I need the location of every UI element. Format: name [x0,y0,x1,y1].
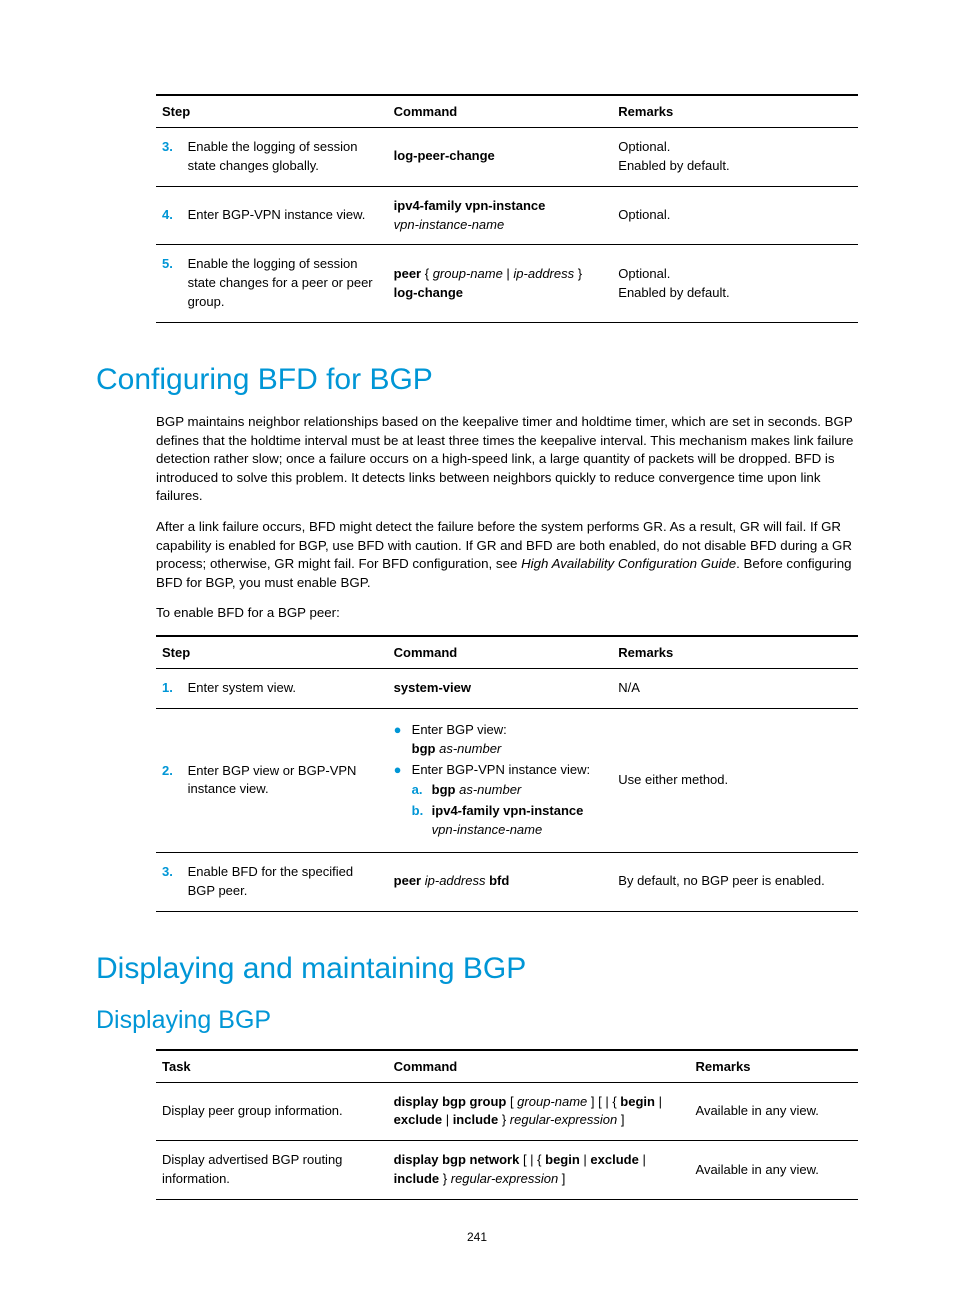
cmd-arg: ip-address [513,266,574,281]
th-command: Command [388,95,613,128]
step-num: 3. [162,863,184,882]
table1-wrap: Step Command Remarks 3. Enable the loggi… [156,94,858,323]
th-command: Command [388,636,613,669]
remark: N/A [612,669,858,709]
heading-displaying-maintaining: Displaying and maintaining BGP [96,952,858,986]
th-remarks: Remarks [612,95,858,128]
cmd: exclude [394,1112,442,1127]
step-text: Enable BFD for the specified BGP peer. [188,863,380,901]
cmd: peer [394,266,421,281]
remark: Available in any view. [690,1082,858,1141]
table3: Task Command Remarks Display peer group … [156,1049,858,1200]
th-task: Task [156,1050,388,1083]
step-text: Enter BGP view or BGP-VPN instance view. [188,762,380,800]
cmd: bgp [412,741,436,756]
cmd: system-view [394,680,471,695]
paragraph: After a link failure occurs, BFD might d… [156,518,858,592]
th-remarks: Remarks [690,1050,858,1083]
text-italic: High Availability Configuration Guide [521,556,736,571]
table-row: 4. Enter BGP-VPN instance view. ipv4-fam… [156,186,858,245]
th-remarks: Remarks [612,636,858,669]
cmd-arg: vpn-instance-name [394,217,505,232]
sub-item: b. ipv4-family vpn-instance vpn-instance… [412,802,607,840]
cmd-arg: regular-expression [451,1171,558,1186]
cmd-arg: as-number [439,741,501,756]
cmd: begin [620,1094,655,1109]
bullet-icon: ● [394,721,412,740]
cmd: ipv4-family vpn-instance [394,198,546,213]
table-row: 3. Enable the logging of session state c… [156,128,858,187]
task-text: Display peer group information. [156,1082,388,1141]
task-text: Display advertised BGP routing informati… [156,1141,388,1200]
cmd: display bgp network [394,1152,520,1167]
cmd: begin [545,1152,580,1167]
bullet: ● Enter BGP-VPN instance view: [394,761,607,780]
sub-item: a. bgp as-number [412,781,607,800]
sub-letter: b. [412,802,432,821]
cmd: bfd [489,873,509,888]
cmd: peer [394,873,421,888]
step-text: Enable the logging of session state chan… [188,255,380,312]
step-num: 5. [162,255,184,274]
step-num: 3. [162,138,184,157]
remark: Use either method. [612,708,858,852]
page-content: Step Command Remarks 3. Enable the loggi… [0,0,954,1284]
table-row: 3. Enable BFD for the specified BGP peer… [156,852,858,911]
cmd-arg: group-name [517,1094,587,1109]
paragraph: To enable BFD for a BGP peer: [156,604,858,623]
cmd: ipv4-family vpn-instance [432,803,584,818]
table-row: 5. Enable the logging of session state c… [156,245,858,323]
table3-wrap: Task Command Remarks Display peer group … [156,1049,858,1200]
step-num: 1. [162,679,184,698]
step-text: Enter system view. [188,679,380,698]
heading-configuring-bfd: Configuring BFD for BGP [96,363,858,397]
table2: Step Command Remarks 1. Enter system vie… [156,635,858,912]
th-command: Command [388,1050,690,1083]
cmd-arg: regular-expression [510,1112,617,1127]
th-step: Step [156,95,388,128]
table1: Step Command Remarks 3. Enable the loggi… [156,94,858,323]
remark: Optional. [618,138,852,157]
sub-letter: a. [412,781,432,800]
table-row: Display advertised BGP routing informati… [156,1141,858,1200]
remark: Optional. [612,186,858,245]
cmd-arg: ip-address [425,873,486,888]
step-text: Enable the logging of session state chan… [188,138,380,176]
step-num: 4. [162,206,184,225]
step-num: 2. [162,762,184,781]
cmd: display bgp group [394,1094,507,1109]
table-row: 2. Enter BGP view or BGP-VPN instance vi… [156,708,858,852]
bullet-icon: ● [394,761,412,780]
remark: Enabled by default. [618,157,852,176]
text: Enter BGP view: [412,722,507,737]
remark: Optional. [618,265,852,284]
cmd: log-peer-change [394,148,495,163]
paragraph: BGP maintains neighbor relationships bas… [156,413,858,506]
cmd-arg: group-name [433,266,503,281]
bullet: ● Enter BGP view: bgp as-number [394,721,607,759]
cmd: include [453,1112,499,1127]
cmd: bgp [432,782,456,797]
remark: Available in any view. [690,1141,858,1200]
cmd: exclude [590,1152,638,1167]
page-number: 241 [96,1230,858,1244]
remark: By default, no BGP peer is enabled. [612,852,858,911]
cmd-arg: as-number [459,782,521,797]
cmd: log-change [394,285,463,300]
text: Enter BGP-VPN instance view: [412,761,590,780]
section-bfd: BGP maintains neighbor relationships bas… [156,413,858,912]
cmd: include [394,1171,440,1186]
heading-displaying-bgp: Displaying BGP [96,1006,858,1035]
cmd-arg: vpn-instance-name [432,822,543,837]
remark: Enabled by default. [618,284,852,303]
th-step: Step [156,636,388,669]
table-row: Display peer group information. display … [156,1082,858,1141]
table-row: 1. Enter system view. system-view N/A [156,669,858,709]
step-text: Enter BGP-VPN instance view. [188,206,380,225]
